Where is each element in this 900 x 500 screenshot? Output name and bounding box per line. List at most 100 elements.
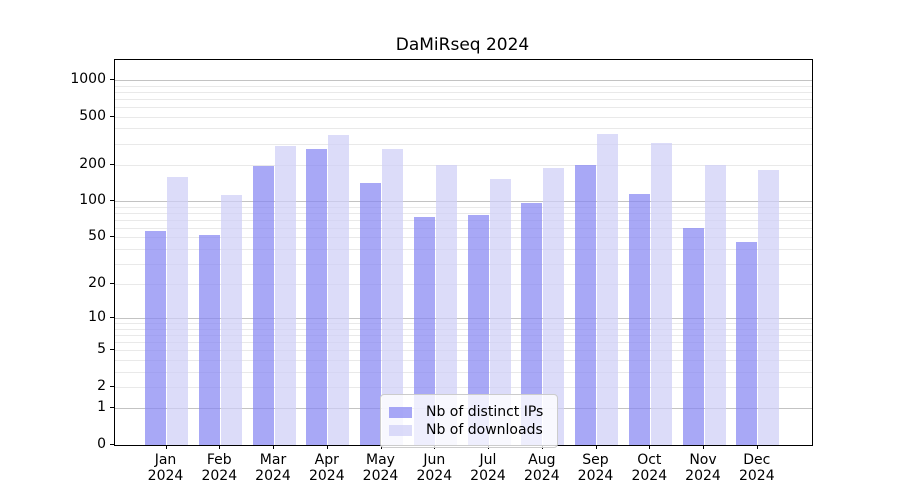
x-tick-label-oct: Oct 2024 [631, 452, 668, 484]
y-tick-label: 1 [97, 399, 106, 416]
bar-distinct-ips-aug [521, 202, 543, 445]
gridline [115, 143, 812, 145]
bar-distinct-ips-apr [306, 149, 328, 445]
bar-downloads-aug [543, 168, 565, 445]
x-tick-mark [326, 445, 328, 449]
gridline [115, 201, 812, 203]
y-tick-mark [110, 407, 114, 409]
x-tick-label-jul: Jul 2024 [470, 452, 506, 484]
bar-downloads-nov [704, 164, 726, 445]
gridline [115, 219, 812, 221]
x-tick-label-feb: Feb 2024 [201, 452, 238, 484]
y-tick-mark [110, 317, 114, 319]
y-tick-mark [110, 200, 114, 202]
gridline [115, 237, 812, 239]
bar-downloads-apr [328, 134, 350, 445]
bar-downloads-jan [167, 176, 188, 445]
bar-distinct-ips-sep [575, 165, 596, 445]
bar-distinct-ips-dec [736, 241, 758, 445]
gridline [115, 227, 812, 229]
x-tick-label-nov: Nov 2024 [685, 452, 721, 484]
y-tick-mark [110, 386, 114, 387]
x-tick-label-apr: Apr 2024 [308, 452, 345, 484]
gridline [115, 318, 812, 320]
x-tick-mark [165, 445, 167, 449]
x-tick-mark [649, 445, 651, 449]
gridline [115, 98, 812, 100]
gridline [115, 206, 812, 208]
y-tick-label: 2 [97, 378, 106, 394]
y-tick-label: 500 [79, 107, 106, 124]
x-tick-mark [595, 445, 597, 449]
x-tick-label-mar: Mar 2024 [255, 452, 291, 484]
x-tick-label-may: May 2024 [362, 452, 399, 484]
y-tick-mark [110, 236, 114, 238]
gridline [115, 116, 812, 118]
gridline [115, 212, 812, 214]
bar-downloads-dec [758, 170, 780, 445]
gridline [115, 164, 812, 166]
bar-distinct-ips-jan [145, 230, 166, 445]
gridline [115, 360, 812, 361]
x-tick-mark [273, 445, 274, 449]
legend-swatch-distinct-ips [389, 406, 412, 418]
bar-downloads-may [382, 148, 403, 445]
gridline [115, 128, 812, 130]
x-tick-label-jan: Jan 2024 [147, 452, 184, 484]
bar-distinct-ips-nov [682, 227, 704, 445]
gridline [115, 85, 812, 87]
legend: Nb of distinct IPs Nb of downloads [380, 394, 558, 448]
y-tick-label: 100 [79, 192, 106, 209]
x-tick-label-sep: Sep 2024 [577, 452, 614, 484]
y-tick-mark [110, 79, 114, 80]
y-tick-mark [110, 444, 114, 445]
bar-distinct-ips-oct [628, 193, 650, 445]
y-tick-label: 10 [88, 309, 106, 326]
y-tick-label: 50 [88, 228, 106, 245]
bar-distinct-ips-jun [413, 216, 435, 445]
legend-swatch-downloads [389, 424, 412, 436]
y-tick-label: 20 [88, 275, 106, 292]
bar-distinct-ips-may [360, 182, 381, 445]
legend-label-distinct-ips: Nb of distinct IPs [426, 404, 544, 420]
bar-downloads-jul [489, 178, 511, 445]
legend-item-downloads: Nb of downloads [389, 422, 547, 438]
x-tick-label-dec: Dec 2024 [738, 452, 775, 484]
gridline [115, 80, 812, 81]
gridline [115, 106, 812, 108]
bar-distinct-ips-jul [467, 214, 489, 445]
bar-downloads-mar [274, 145, 296, 445]
x-tick-label-jun: Jun 2024 [416, 452, 453, 484]
chart-title: DaMiRseq 2024 [395, 35, 530, 55]
x-tick-label-aug: Aug 2024 [523, 452, 560, 484]
x-tick-mark [703, 445, 704, 449]
x-tick-mark [756, 445, 758, 449]
y-tick-label: 0 [97, 436, 106, 452]
y-tick-mark [110, 163, 114, 165]
gridline [115, 387, 812, 388]
gridline [115, 91, 812, 93]
gridline [115, 248, 812, 250]
gridline [115, 323, 812, 325]
bar-downloads-sep [597, 134, 618, 445]
gridline [115, 263, 812, 265]
legend-label-downloads: Nb of downloads [426, 422, 543, 438]
plot-area: Nb of distinct IPs Nb of downloads [114, 59, 813, 448]
y-tick-label: 5 [97, 341, 106, 358]
bar-downloads-feb [220, 194, 242, 445]
x-tick-mark [219, 445, 221, 449]
legend-item-distinct-ips: Nb of distinct IPs [389, 404, 547, 420]
bar-downloads-jun [435, 164, 457, 445]
gridline [115, 350, 812, 352]
gridline [115, 371, 812, 373]
bar-downloads-oct [650, 142, 672, 445]
y-tick-mark [110, 115, 114, 117]
gridline [115, 284, 812, 286]
bar-distinct-ips-mar [252, 165, 274, 445]
y-tick-mark [110, 283, 114, 285]
y-tick-label: 200 [79, 155, 106, 172]
bar-distinct-ips-feb [198, 235, 220, 445]
y-tick-mark [110, 349, 114, 351]
gridline [115, 335, 812, 337]
